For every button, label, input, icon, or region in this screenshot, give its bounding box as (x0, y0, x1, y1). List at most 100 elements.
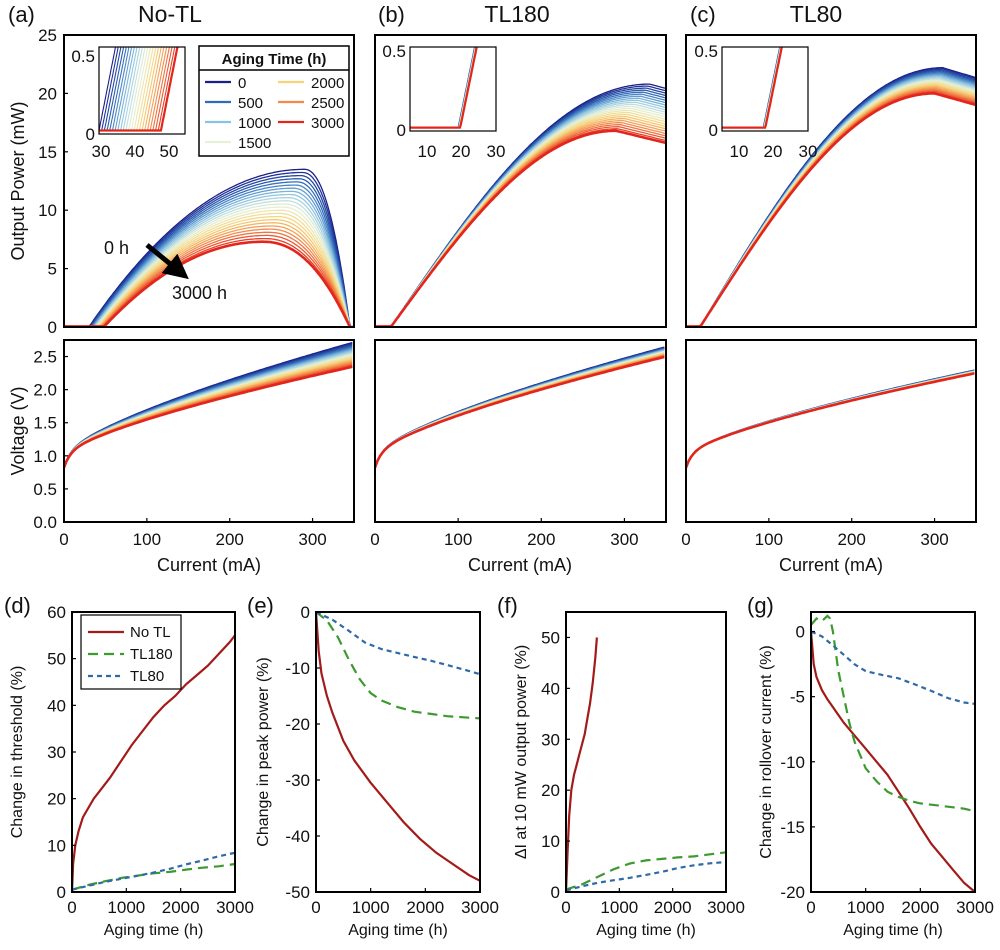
voltage-curve (375, 355, 665, 468)
ytick-label: 30 (47, 743, 66, 762)
series-line-no-tl (809, 631, 976, 893)
series-line-tl80 (71, 851, 236, 891)
axes-frame (565, 611, 727, 893)
power-curve (375, 129, 666, 327)
inset-curves-b (410, 47, 478, 129)
voltage-curve (686, 372, 975, 468)
xtick-label: 1000 (600, 898, 638, 917)
xtick-label: 0 (561, 898, 570, 917)
voltage-curve (686, 372, 975, 468)
yticks-a-voltage: 0.0 0.5 1.0 1.5 2.0 2.5 (33, 348, 68, 532)
power-curve (64, 197, 354, 327)
ytick-label: 5 (48, 260, 57, 279)
ytick-label: 10 (541, 832, 560, 851)
voltage-curve (686, 369, 975, 468)
xtick-label: 200 (216, 530, 244, 549)
xtick-label: 1000 (352, 898, 390, 917)
voltage-curve (686, 372, 975, 468)
inset-b-xtick-20: 20 (452, 142, 471, 161)
inset-curves-c (722, 47, 783, 129)
xtick-label: 2000 (406, 898, 444, 917)
xtick-label: 1000 (847, 898, 885, 917)
voltage-curve (64, 364, 353, 468)
xtick-label: 0 (681, 530, 690, 549)
inset-curve (99, 47, 122, 132)
voltage-curve (64, 361, 353, 468)
xlabel-a: Current (mA) (157, 555, 261, 575)
legend-title: Aging Time (h) (222, 51, 327, 68)
power-curve (375, 103, 666, 327)
ytick-label: 0 (57, 883, 66, 902)
legend-label: TL80 (130, 668, 164, 685)
legend-label: TL180 (130, 646, 173, 663)
xtick-label: 0 (806, 898, 815, 917)
xlabel: Aging time (h) (843, 922, 943, 939)
inset-c-xtick-10: 10 (730, 142, 749, 161)
xtick-label: 3000 (461, 898, 499, 917)
voltage-curves-a (64, 341, 353, 469)
voltage-curve (375, 355, 665, 469)
voltage-curves-c (686, 369, 975, 469)
voltage-curve (686, 372, 975, 469)
axes-frame (810, 611, 976, 893)
voltage-curve (686, 370, 975, 468)
power-curve (64, 209, 354, 327)
inset-c: 0.5 0 10 20 30 (694, 42, 817, 161)
ytick-label: 60 (47, 603, 66, 622)
ytick-label: 0 (301, 603, 310, 622)
voltage-curve (64, 365, 353, 469)
power-curve (375, 105, 666, 327)
xtick-label: 200 (527, 530, 555, 549)
annotation-0h: 0 h (104, 238, 129, 258)
inset-a: 0.5 0 30 40 50 (71, 46, 186, 161)
power-curve (64, 178, 354, 327)
legend-label: 500 (238, 95, 263, 112)
voltage-curve (64, 365, 353, 468)
xtick-label: 300 (298, 530, 326, 549)
xlabel-b: Current (mA) (468, 555, 572, 575)
panel-d: (d) 0 1000 2000 3000 0 10 20 30 40 50 60 Aging time… (4, 593, 254, 939)
power-curve (64, 240, 354, 327)
ytick-label: 20 (541, 781, 560, 800)
inset-c-ytick-0: 0 (709, 121, 718, 140)
ytick-label: -5 (790, 688, 805, 707)
xticks-b-voltage: 0 100 200 300 (370, 518, 639, 549)
power-curve (64, 187, 354, 327)
panel-f: (f) 0 1000 2000 3000 0 10 20 30 40 50 Aging time (… (497, 593, 745, 939)
series-line-tl80 (565, 860, 727, 892)
power-curve (375, 101, 666, 327)
voltage-curve (686, 371, 975, 468)
ytick-label: 25 (38, 26, 57, 45)
series-line-tl180 (810, 614, 976, 813)
ytick-label: 0 (796, 623, 805, 642)
voltage-curve (686, 372, 975, 468)
voltage-curve (375, 354, 665, 468)
inset-curve (99, 47, 125, 132)
ytick-label: 20 (38, 84, 57, 103)
panel-title-a: No-TL (138, 1, 202, 27)
ytick-label: 40 (541, 679, 560, 698)
xtick-label: 2000 (654, 898, 692, 917)
inset-curve (99, 47, 119, 132)
frame-c-power (685, 34, 977, 328)
voltage-curve (686, 371, 975, 468)
legend-aging-time: Aging Time (h) 0 500 1000 1500 2000 2500 3000 (198, 45, 350, 157)
voltage-curve (686, 370, 975, 468)
panel-letter-f: (f) (497, 593, 518, 618)
panel-letter-d: (d) (4, 593, 31, 618)
voltage-curve (686, 370, 975, 468)
legend-label: 2500 (311, 95, 344, 112)
panel-letter-e: (e) (247, 593, 274, 618)
power-curve (64, 171, 354, 327)
voltage-curve (686, 371, 975, 468)
power-curve (64, 174, 354, 327)
power-curve (64, 222, 354, 327)
xtick-label: 0 (311, 898, 320, 917)
power-curves-b (375, 83, 666, 327)
series-line-tl180 (315, 611, 481, 720)
panel-letter-g: (g) (747, 593, 774, 618)
ytick-label: 0.0 (33, 513, 57, 532)
xtick-label: 2000 (901, 898, 939, 917)
ytick-label: 0.5 (33, 480, 57, 499)
panel-letter-c: (c) (690, 2, 716, 27)
